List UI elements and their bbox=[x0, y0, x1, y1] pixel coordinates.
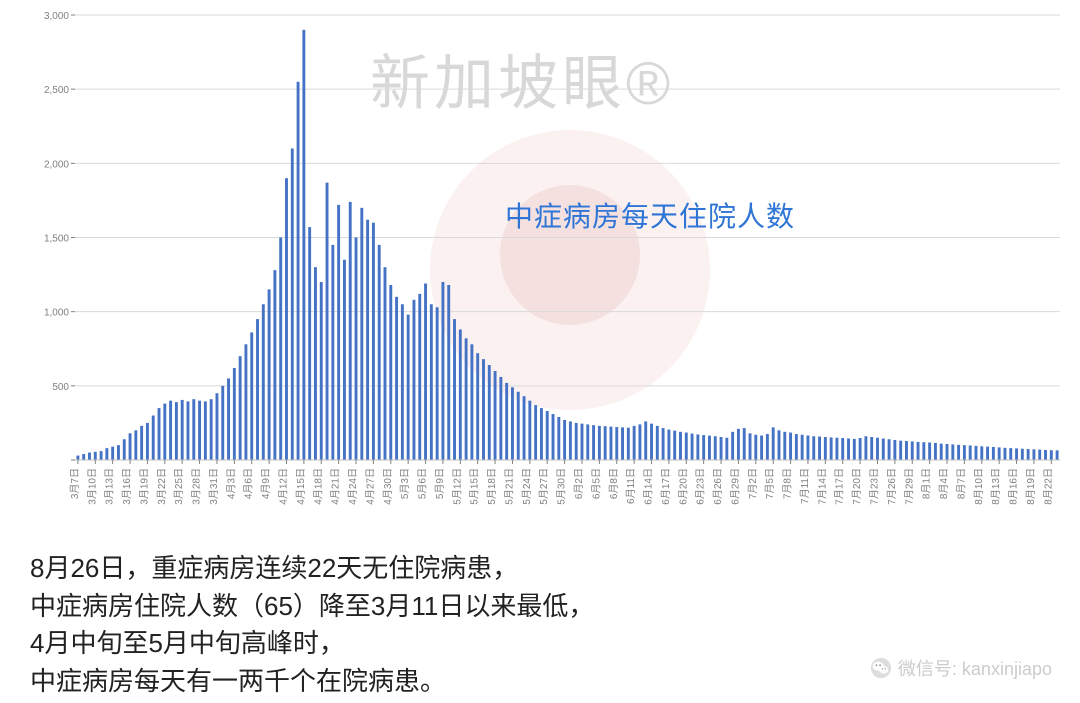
caption-line-4: 中症病房每天有一两千个在院病患。 bbox=[30, 663, 594, 701]
caption-line-2: 中症病房住院人数（65）降至3月11日以来最低， bbox=[30, 588, 594, 626]
svg-text:3月28日: 3月28日 bbox=[191, 468, 203, 505]
svg-text:1,000: 1,000 bbox=[44, 308, 69, 319]
svg-text:6月11日: 6月11日 bbox=[625, 468, 637, 504]
svg-text:6月8日: 6月8日 bbox=[608, 468, 620, 499]
svg-text:1,500: 1,500 bbox=[44, 234, 69, 245]
svg-text:7月26日: 7月26日 bbox=[886, 468, 898, 505]
svg-text:6月26日: 6月26日 bbox=[712, 468, 724, 505]
svg-text:5月6日: 5月6日 bbox=[417, 468, 429, 499]
svg-text:3月10日: 3月10日 bbox=[86, 468, 98, 505]
svg-text:7月14日: 7月14日 bbox=[816, 468, 828, 505]
svg-text:4月21日: 4月21日 bbox=[330, 468, 342, 505]
svg-text:7月5日: 7月5日 bbox=[764, 468, 776, 499]
chart-svg: 500 1,000 1,500 2,000 2,500 3,000 3月7日 3月10日 3月1… bbox=[30, 10, 1070, 530]
svg-text:5月27日: 5月27日 bbox=[538, 468, 550, 505]
svg-text:3月22日: 3月22日 bbox=[156, 468, 168, 505]
svg-text:8月10日: 8月10日 bbox=[973, 468, 985, 505]
svg-text:7月11日: 7月11日 bbox=[799, 468, 811, 504]
svg-text:3月13日: 3月13日 bbox=[104, 468, 116, 505]
svg-text:3月31日: 3月31日 bbox=[208, 468, 220, 505]
svg-text:6月17日: 6月17日 bbox=[660, 468, 672, 505]
svg-text:6月2日: 6月2日 bbox=[573, 468, 585, 499]
svg-text:7月29日: 7月29日 bbox=[903, 468, 915, 505]
svg-text:6月5日: 6月5日 bbox=[590, 468, 602, 499]
svg-text:8月19日: 8月19日 bbox=[1025, 468, 1037, 505]
svg-text:6月29日: 6月29日 bbox=[729, 468, 741, 505]
caption-block: 8月26日，重症病房连续22天无住院病患， 中症病房住院人数（65）降至3月11… bbox=[30, 550, 594, 701]
svg-text:5月3日: 5月3日 bbox=[399, 468, 411, 499]
svg-text:4月9日: 4月9日 bbox=[260, 468, 272, 499]
svg-text:4月18日: 4月18日 bbox=[312, 468, 324, 505]
svg-text:3,000: 3,000 bbox=[44, 11, 69, 22]
chart-title: 中症病房每天住院人数 bbox=[505, 195, 795, 235]
svg-text:3月25日: 3月25日 bbox=[173, 468, 185, 505]
svg-text:2,500: 2,500 bbox=[44, 85, 69, 96]
svg-text:4月30日: 4月30日 bbox=[382, 468, 394, 505]
svg-text:7月23日: 7月23日 bbox=[868, 468, 880, 505]
caption-line-3: 4月中旬至5月中旬高峰时， bbox=[30, 625, 594, 663]
svg-text:7月20日: 7月20日 bbox=[851, 468, 863, 505]
svg-text:4月3日: 4月3日 bbox=[225, 468, 237, 499]
hospitalization-chart: 5001,0001,5002,0002,5003,0003月7日3月10日3月1… bbox=[30, 10, 1070, 470]
svg-text:7月17日: 7月17日 bbox=[834, 468, 846, 505]
svg-text:4月12日: 4月12日 bbox=[277, 468, 289, 505]
svg-text:8月16日: 8月16日 bbox=[1008, 468, 1020, 505]
svg-text:6月20日: 6月20日 bbox=[677, 468, 689, 505]
wechat-icon bbox=[870, 657, 892, 679]
svg-text:6月14日: 6月14日 bbox=[643, 468, 655, 505]
svg-text:8月1日: 8月1日 bbox=[921, 468, 933, 499]
svg-text:8月7日: 8月7日 bbox=[955, 468, 967, 499]
svg-text:5月9日: 5月9日 bbox=[434, 468, 446, 499]
svg-text:4月24日: 4月24日 bbox=[347, 468, 359, 505]
svg-text:5月18日: 5月18日 bbox=[486, 468, 498, 505]
svg-text:500: 500 bbox=[52, 382, 69, 393]
svg-text:3月16日: 3月16日 bbox=[121, 468, 133, 505]
svg-text:5月24日: 5月24日 bbox=[521, 468, 533, 505]
wechat-label: 微信号: kanxinjiapo bbox=[898, 655, 1052, 681]
svg-text:3月7日: 3月7日 bbox=[69, 468, 81, 499]
svg-text:7月8日: 7月8日 bbox=[782, 468, 794, 499]
svg-text:8月4日: 8月4日 bbox=[938, 468, 950, 499]
svg-text:4月27日: 4月27日 bbox=[364, 468, 376, 505]
svg-text:8月22日: 8月22日 bbox=[1042, 468, 1054, 505]
svg-text:2,000: 2,000 bbox=[44, 159, 69, 170]
svg-text:5月21日: 5月21日 bbox=[503, 468, 515, 505]
caption-line-1: 8月26日，重症病房连续22天无住院病患， bbox=[30, 550, 594, 588]
svg-text:7月2日: 7月2日 bbox=[747, 468, 759, 499]
svg-text:8月13日: 8月13日 bbox=[990, 468, 1002, 505]
svg-text:6月23日: 6月23日 bbox=[695, 468, 707, 505]
svg-text:5月12日: 5月12日 bbox=[451, 468, 463, 505]
svg-text:5月15日: 5月15日 bbox=[469, 468, 481, 505]
wechat-badge: 微信号: kanxinjiapo bbox=[870, 655, 1052, 681]
svg-text:5月30日: 5月30日 bbox=[556, 468, 568, 505]
svg-text:4月15日: 4月15日 bbox=[295, 468, 307, 505]
svg-text:3月19日: 3月19日 bbox=[138, 468, 150, 505]
svg-text:4月6日: 4月6日 bbox=[243, 468, 255, 499]
